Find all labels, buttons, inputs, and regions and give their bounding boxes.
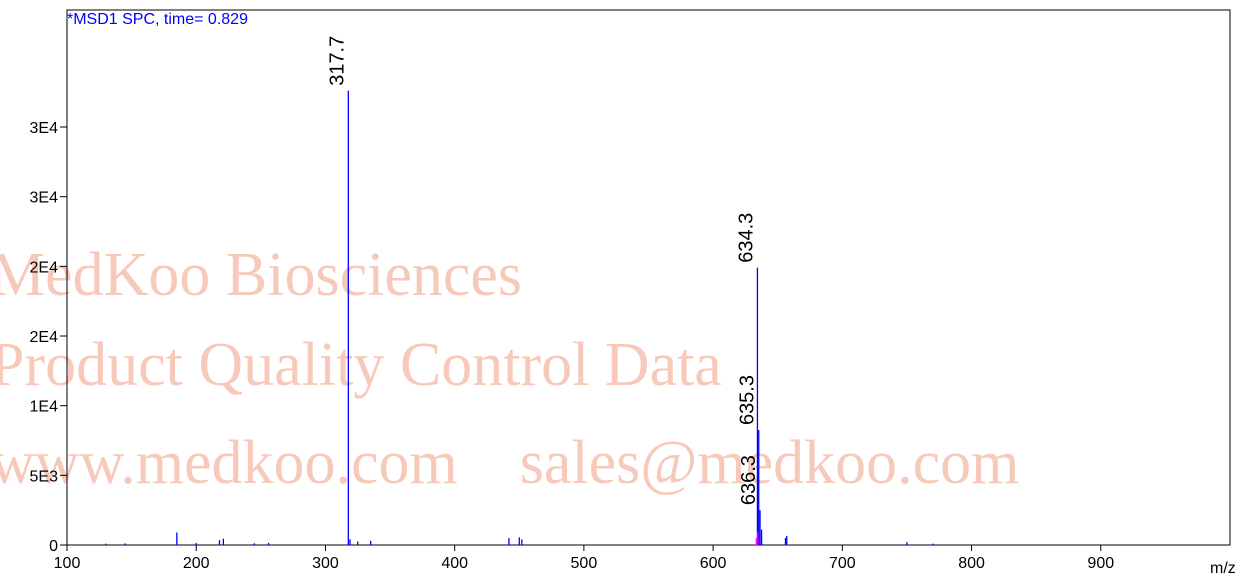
y-tick-label: 3E4 (30, 120, 59, 137)
peak-label: 317.7 (326, 36, 348, 86)
x-tick-label: 800 (958, 555, 985, 572)
x-tick-label: 100 (54, 555, 81, 572)
x-tick-label: 500 (571, 555, 598, 572)
y-tick-label: 2E4 (30, 259, 59, 276)
y-tick-label: 1E4 (30, 399, 59, 416)
x-tick-label: 200 (183, 555, 210, 572)
y-tick-label: 0 (49, 538, 58, 555)
y-tick-label: 5E3 (30, 468, 59, 485)
y-tick-label: 3E4 (30, 190, 59, 207)
x-axis-label: m/z (1210, 560, 1235, 577)
watermark: MedKoo Biosciences Product Quality Contr… (0, 241, 1019, 497)
watermark-line: Product Quality Control Data (0, 331, 722, 399)
watermark-line: MedKoo Biosciences (0, 241, 522, 309)
x-tick-label: 400 (441, 555, 468, 572)
x-tick-label: 700 (829, 555, 856, 572)
x-tick-label: 900 (1087, 555, 1114, 572)
chart-title: *MSD1 SPC, time= 0.829 (67, 11, 248, 28)
peak-label: 636.3 (738, 455, 760, 505)
peak-label: 634.3 (735, 213, 757, 263)
peak-label: 635.3 (737, 375, 759, 425)
x-tick-label: 600 (700, 555, 727, 572)
y-tick-label: 2E4 (30, 329, 59, 346)
watermark-line: www.medkoo.com sales@medkoo.com (0, 429, 1019, 497)
plot-frame (66, 9, 1231, 546)
x-tick-label: 300 (312, 555, 339, 572)
